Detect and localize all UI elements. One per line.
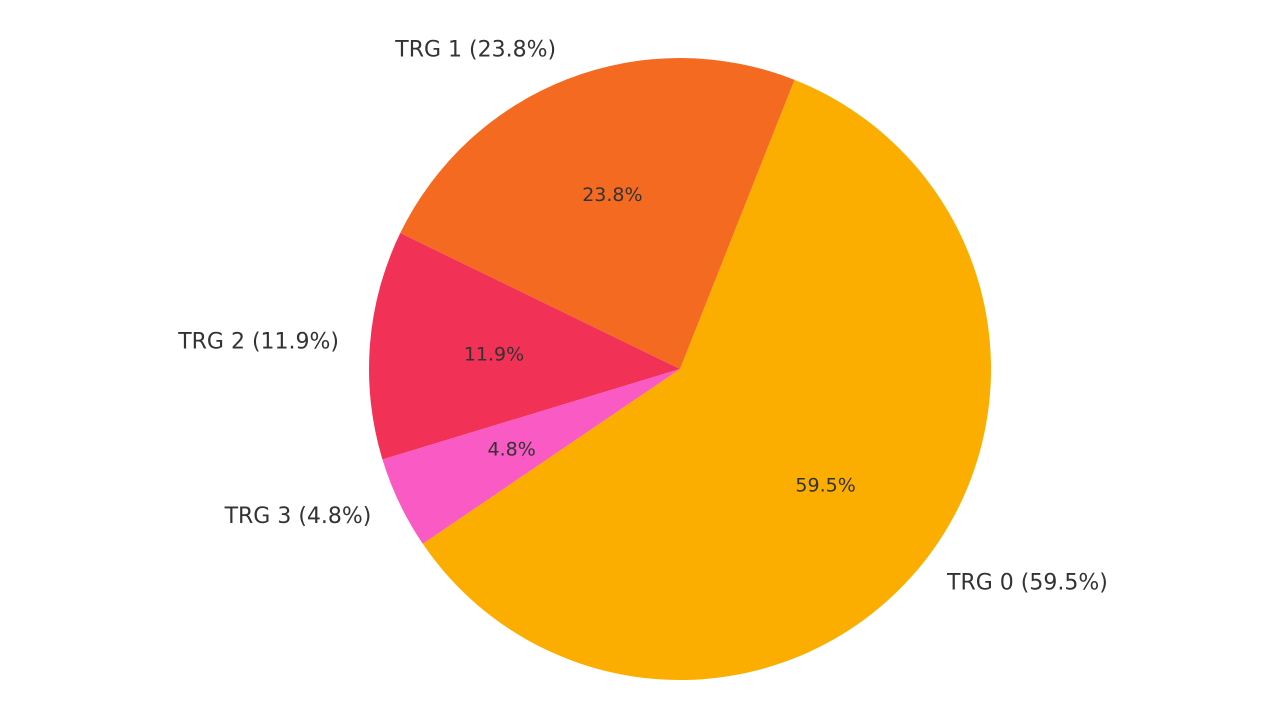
pie-percent-label: 4.8% <box>488 439 536 461</box>
pie-slice-trg-0 <box>422 79 992 680</box>
pie-category-label: TRG 3 (4.8%) <box>224 504 372 529</box>
pie-labels: 59.5% TRG 0 (59.5%) 23.8% TRG 1 (23.8%) 11.9… <box>177 38 1108 596</box>
pie-slice-trg-1 <box>400 57 795 369</box>
pie-category-label: TRG 1 (23.8%) <box>394 38 556 63</box>
pie-percent-label: 11.9% <box>464 343 524 365</box>
pie-slices <box>368 57 992 680</box>
pie-percent-label: 59.5% <box>795 475 855 497</box>
pie-percent-label: 23.8% <box>582 184 642 206</box>
pie-slice-trg-2 <box>368 233 680 460</box>
pie-slice-trg-3 <box>382 369 680 544</box>
pie-category-label: TRG 2 (11.9%) <box>177 330 339 355</box>
pie-category-label: TRG 0 (59.5%) <box>946 570 1108 595</box>
